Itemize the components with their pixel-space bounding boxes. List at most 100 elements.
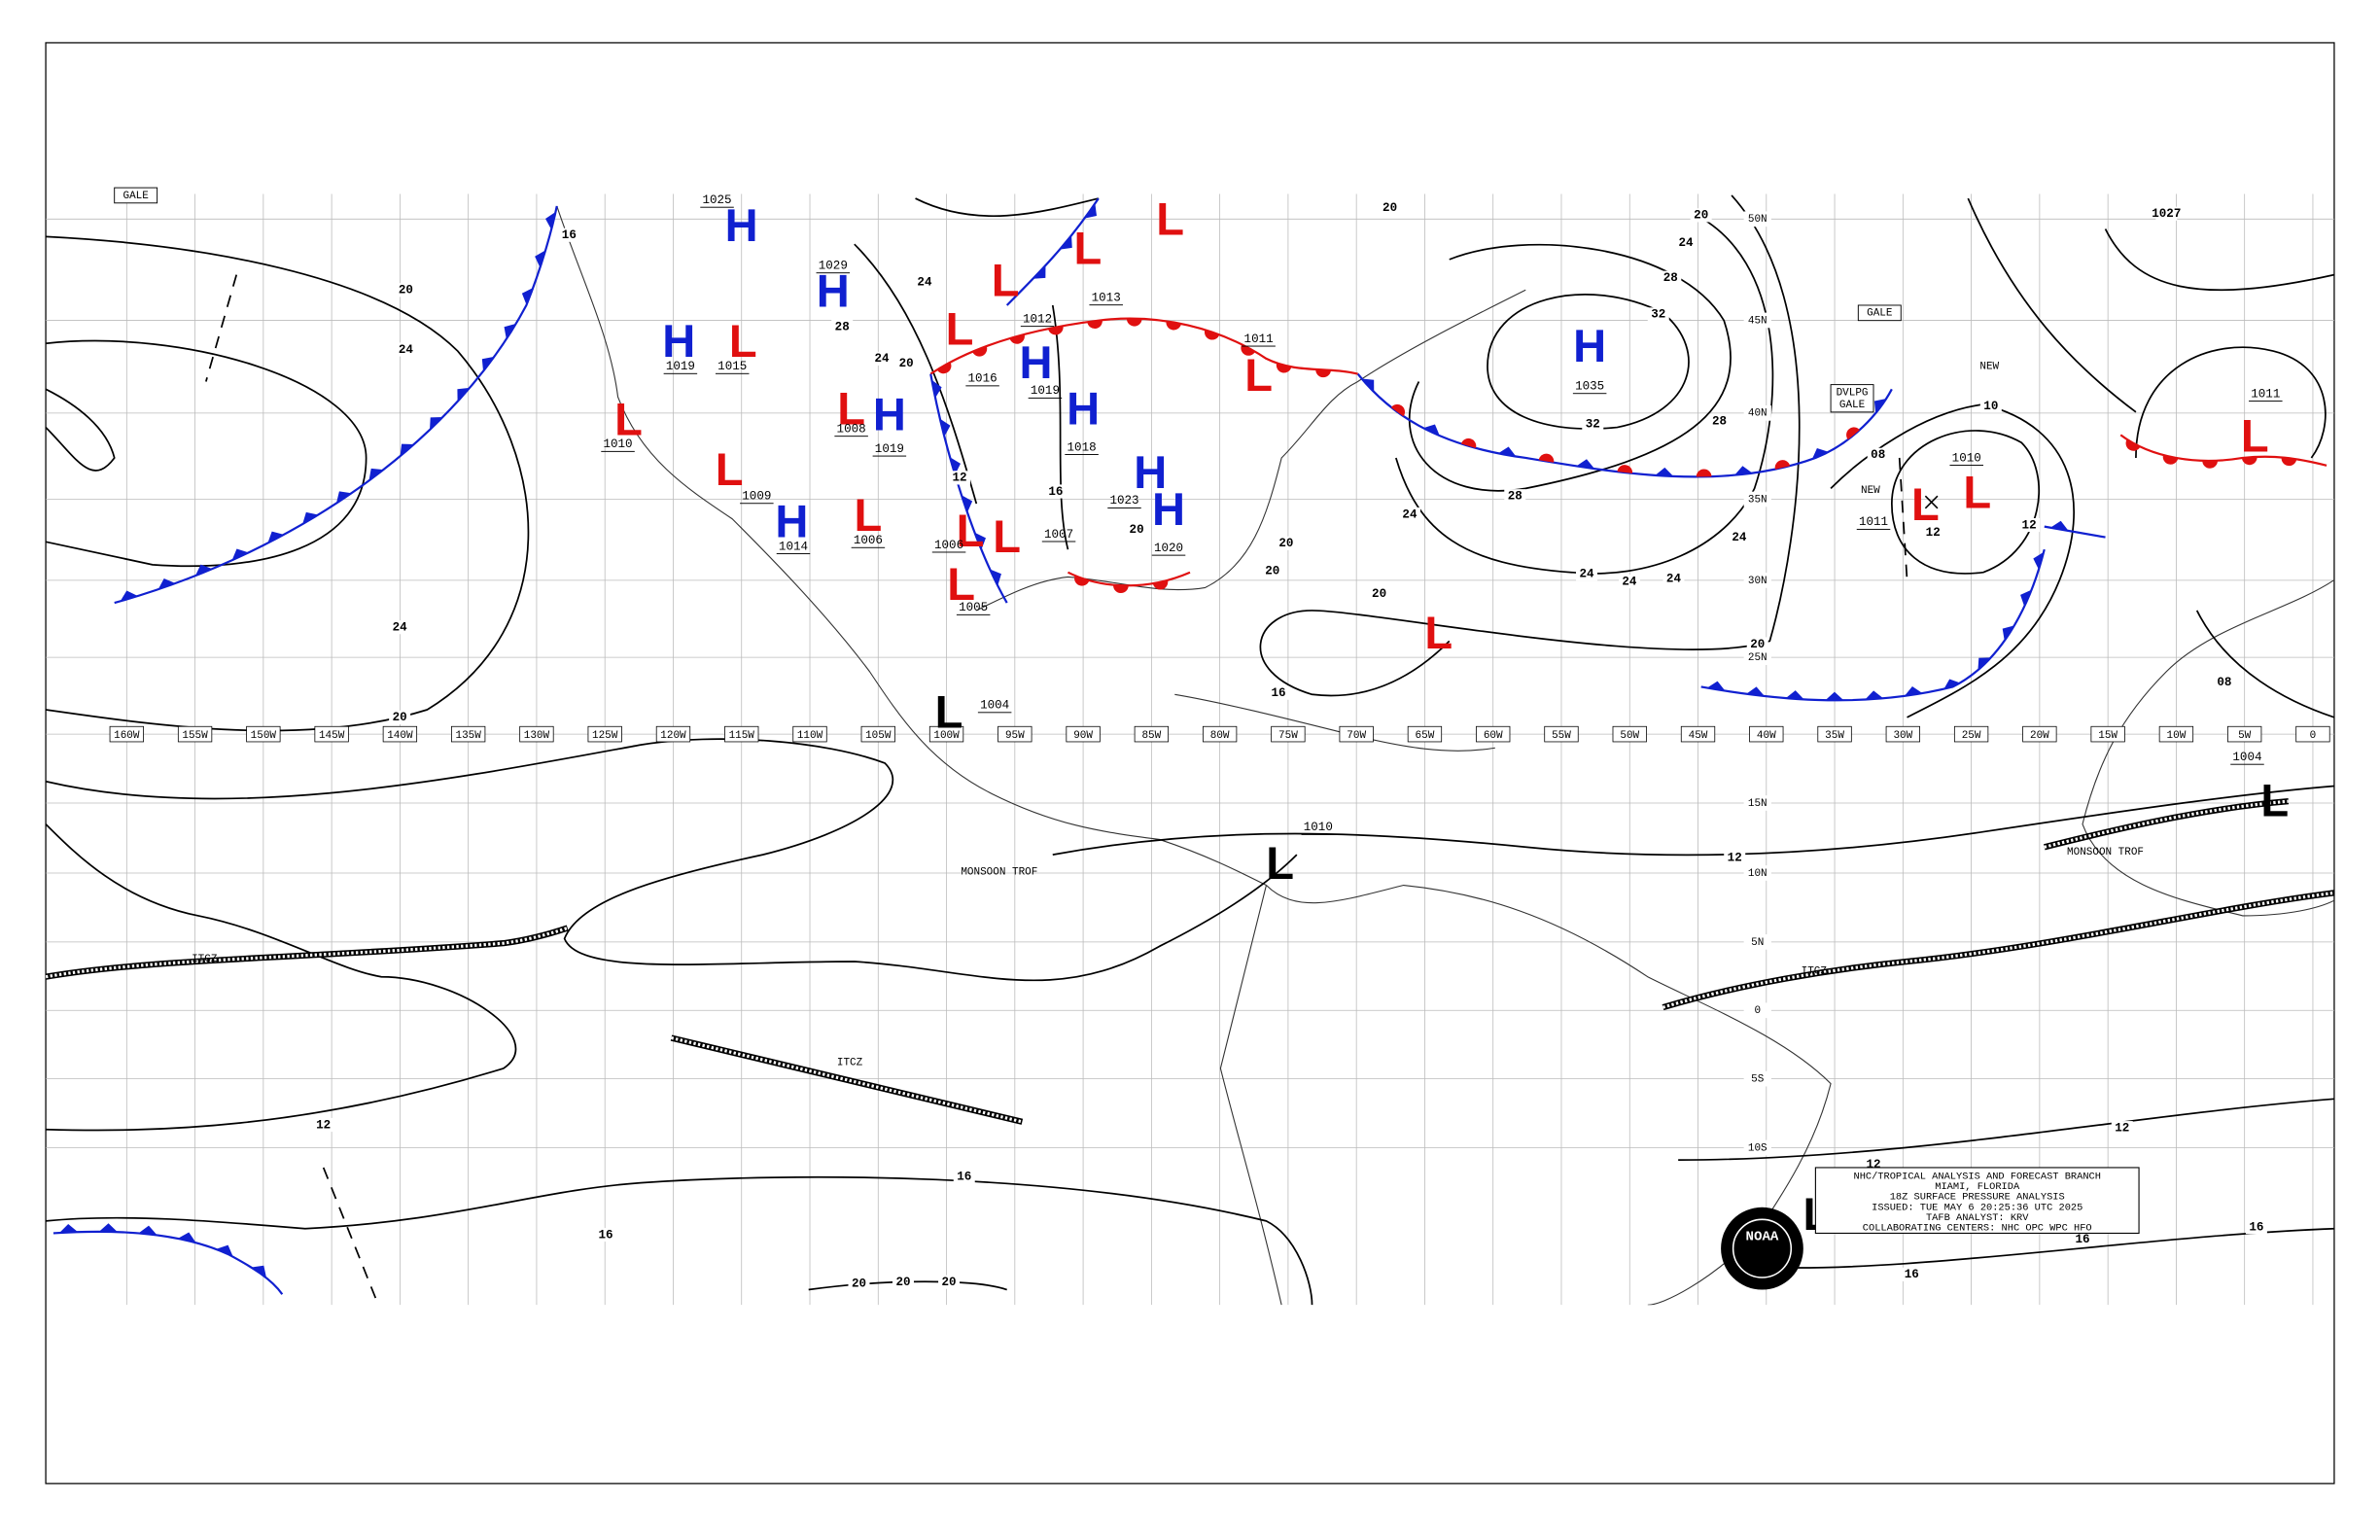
pressure-value-underline bbox=[2249, 401, 2283, 402]
pressure-center-symbol: L bbox=[1156, 193, 1184, 245]
pressure-value: 1011 bbox=[1859, 515, 1888, 529]
lon-label-box bbox=[314, 725, 349, 743]
isobar-label-bg bbox=[1922, 525, 1944, 540]
lon-label-box bbox=[1885, 725, 1920, 743]
lat-label-box bbox=[1743, 312, 1771, 329]
isobar-label-bg bbox=[1398, 507, 1420, 522]
isobar-label: 20 bbox=[852, 1278, 866, 1291]
pressure-value-underline bbox=[931, 551, 966, 553]
pressure-value: 1016 bbox=[968, 372, 998, 386]
lon-label: 40W bbox=[1757, 730, 1776, 742]
pressure-value: 1015 bbox=[718, 360, 747, 373]
front-semicircle bbox=[1166, 321, 1182, 331]
front-triangle bbox=[400, 443, 414, 457]
isobar-label-bg bbox=[895, 356, 918, 370]
isobar-label: 20 bbox=[1382, 201, 1397, 215]
isobar-label-bg bbox=[1261, 564, 1283, 578]
pressure-value: 1006 bbox=[934, 539, 963, 552]
isobar bbox=[46, 339, 368, 568]
lat-label-box bbox=[1743, 211, 1771, 228]
isobar-label: 08 bbox=[1871, 448, 1885, 462]
isobar-label-bg bbox=[1662, 571, 1685, 586]
lat-label: 15N bbox=[1748, 798, 1768, 810]
isobar bbox=[2195, 610, 2334, 718]
lon-label: 75W bbox=[1278, 730, 1298, 742]
lat-label: 10S bbox=[1748, 1142, 1768, 1154]
front-triangle bbox=[1873, 399, 1887, 414]
pressure-value-underline bbox=[1020, 326, 1055, 328]
pressure-center-symbol: L bbox=[1244, 349, 1273, 401]
isobar bbox=[854, 197, 1100, 550]
title-line: NHC/TROPICAL ANALYSIS AND FORECAST BRANC… bbox=[1853, 1171, 2100, 1182]
front-triangle bbox=[974, 532, 986, 550]
front-semicircle bbox=[1617, 465, 1632, 473]
lon-label-box bbox=[2227, 725, 2262, 743]
lon-label: 65W bbox=[1416, 730, 1435, 742]
front-triangle bbox=[1497, 446, 1517, 457]
lon-label-box bbox=[1817, 725, 1852, 743]
lon-label: 90W bbox=[1073, 730, 1093, 742]
isobar-label: 24 bbox=[1402, 508, 1418, 521]
pressure-center-symbol: H bbox=[1152, 483, 1185, 535]
fronts bbox=[52, 197, 2328, 1295]
annotation: ITCZ bbox=[837, 1058, 863, 1069]
lon-label: 105W bbox=[865, 730, 892, 742]
isobar-label-bg bbox=[892, 1275, 914, 1289]
pressure-value: 1013 bbox=[1092, 291, 1121, 304]
title-line: COLLABORATING CENTERS: NHC OPC WPC HFO bbox=[1863, 1223, 2092, 1235]
pressure-value: 1004 bbox=[2232, 751, 2261, 764]
front-triangle bbox=[504, 323, 516, 339]
lon-label: 110W bbox=[797, 730, 823, 742]
pressure-value-underline bbox=[872, 455, 907, 457]
front-triangle bbox=[1576, 459, 1595, 470]
lon-label: 25W bbox=[1962, 730, 1981, 742]
lon-label-box bbox=[2022, 725, 2057, 743]
isobar-label: 12 bbox=[1926, 526, 1941, 540]
isobar-label: 20 bbox=[1750, 638, 1765, 651]
lat-label: 5N bbox=[1751, 937, 1764, 949]
isobar-label-bg bbox=[1126, 522, 1148, 537]
isobar-label: 10 bbox=[1983, 400, 1998, 413]
pressure-center-symbol: H bbox=[775, 495, 808, 546]
pressure-center-symbol: L bbox=[716, 443, 744, 495]
isobar-label: 12 bbox=[953, 472, 967, 485]
front-triangle bbox=[1032, 265, 1046, 279]
isobar bbox=[46, 823, 517, 1132]
pressure-value-underline bbox=[700, 206, 734, 208]
annotation: GALE bbox=[1839, 400, 1866, 411]
isobar-label: 20 bbox=[1278, 537, 1293, 550]
pressure-center-symbol: H bbox=[1134, 446, 1167, 498]
isobar-label: 28 bbox=[1663, 271, 1678, 285]
lon-label: 155W bbox=[182, 730, 208, 742]
lon-label: 35W bbox=[1825, 730, 1844, 742]
lon-label-box bbox=[1953, 725, 1989, 743]
pressure-center-symbol: H bbox=[1067, 382, 1100, 434]
lat-label: 40N bbox=[1748, 408, 1768, 420]
lon-label: 50W bbox=[1620, 730, 1639, 742]
lat-label: 30N bbox=[1748, 576, 1768, 587]
lon-label-box bbox=[792, 725, 827, 743]
pressure-value: 1014 bbox=[779, 540, 808, 553]
lat-label: 5S bbox=[1751, 1074, 1765, 1086]
front-triangle bbox=[368, 468, 384, 481]
isobar-label-bg bbox=[1867, 447, 1889, 462]
pressure-value: 1005 bbox=[959, 601, 988, 614]
isobar-label-bg bbox=[1379, 200, 1401, 215]
lon-label: 120W bbox=[660, 730, 686, 742]
lon-label-box bbox=[2090, 725, 2125, 743]
pressure-value-underline bbox=[1572, 393, 1607, 395]
coastline bbox=[2082, 579, 2334, 917]
annotation: MONSOON TROF bbox=[2067, 847, 2144, 858]
isobar-label-bg bbox=[395, 342, 417, 357]
front-triangle bbox=[216, 1244, 233, 1257]
pressure-value: 1029 bbox=[819, 259, 848, 272]
isobar bbox=[1678, 1098, 2334, 1161]
isobar-label: 12 bbox=[2022, 518, 2037, 532]
lat-label-box bbox=[1743, 491, 1771, 508]
pressure-value: 1012 bbox=[1023, 312, 1052, 326]
isobar-label-bg bbox=[871, 351, 892, 366]
front-triangle bbox=[1825, 691, 1844, 701]
front-triangle bbox=[1904, 685, 1923, 696]
pressure-center-symbol: H bbox=[1573, 320, 1606, 371]
isobar-label: 24 bbox=[1732, 531, 1747, 544]
